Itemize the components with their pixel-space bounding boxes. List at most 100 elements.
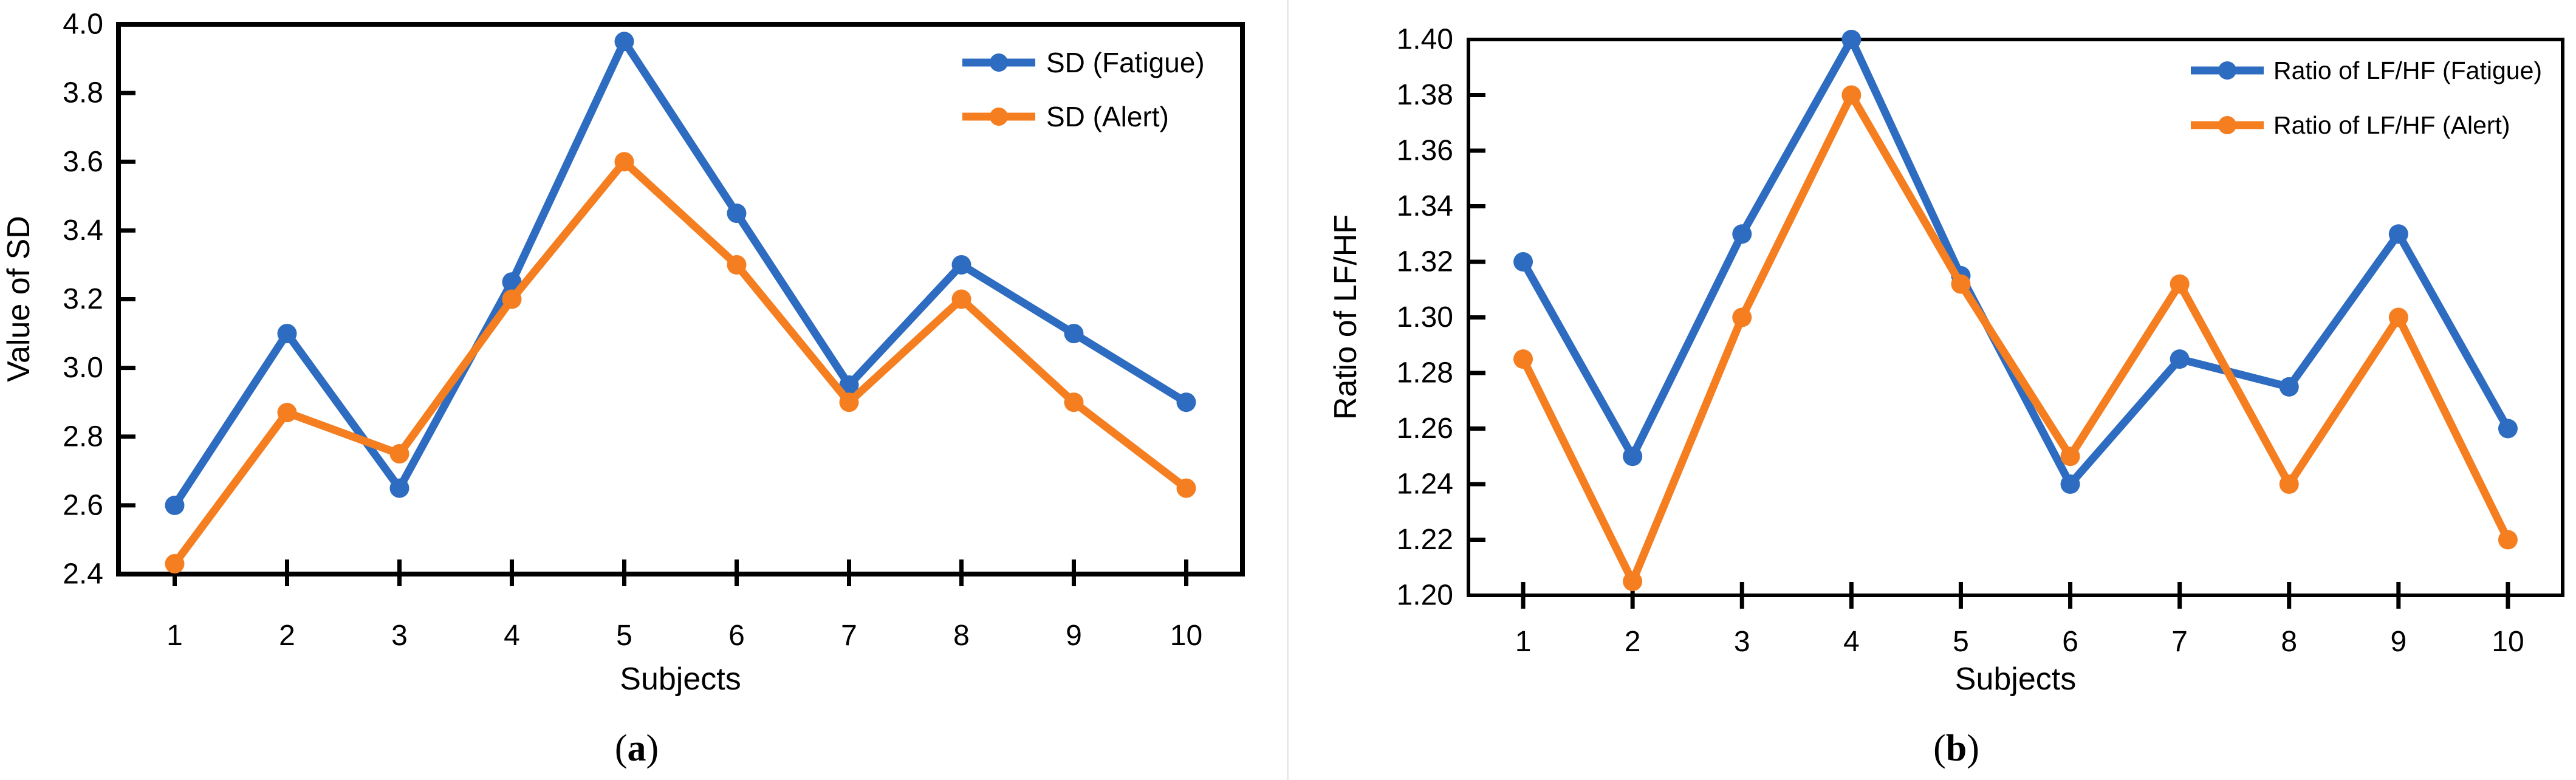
y-tick-label: 1.36 — [1397, 135, 1453, 167]
x-tick-label: 7 — [2171, 626, 2188, 658]
data-point-marker-fatigue — [1841, 30, 1862, 49]
legend-marker-sample — [2218, 61, 2236, 80]
x-tick-label: 2 — [1625, 626, 1641, 658]
y-tick-label: 1.32 — [1397, 246, 1453, 278]
data-point-marker-alert — [951, 289, 971, 309]
panel-caption: (a) — [615, 728, 659, 769]
data-point-marker-fatigue — [1064, 324, 1084, 344]
data-point-marker-alert — [1513, 349, 1533, 369]
y-tick-label: 3.4 — [63, 214, 103, 247]
legend-marker-sample — [2218, 116, 2236, 134]
data-point-marker-fatigue — [2498, 419, 2518, 439]
data-point-marker-alert — [502, 289, 522, 309]
x-tick-label: 4 — [1843, 626, 1860, 658]
data-point-marker-alert — [1623, 572, 1643, 592]
chart-panel-a: 2.4 2.6 2.8 3.0 3.2 3.4 3.6 3.8 4.0 1 2 3 4 5 6 7 8 9 10 SD… — [1, 9, 1245, 769]
y-tick-label: 2.4 — [63, 558, 103, 590]
x-tick-label: 7 — [841, 620, 857, 652]
data-point-marker-fatigue — [277, 324, 297, 344]
data-point-marker-fatigue — [2060, 474, 2080, 494]
y-tick-label: 3.0 — [63, 352, 103, 384]
data-point-marker-fatigue — [165, 495, 185, 515]
panel-caption: (b) — [1933, 728, 1979, 769]
x-tick-label: 8 — [2281, 626, 2297, 658]
x-tick-label: 5 — [1953, 626, 1969, 658]
x-tick-label: 3 — [1734, 626, 1750, 658]
chart-panel-b: 1.20 1.22 1.24 1.26 1.28 1.30 1.32 1.34 1.36 1.38… — [1288, 0, 2576, 780]
x-tick-label: 8 — [953, 620, 970, 652]
series-line-alert — [1519, 91, 2512, 586]
legend-label: SD (Alert) — [1046, 101, 1169, 132]
x-tick-label: 9 — [1066, 620, 1082, 652]
data-point-marker-alert — [2388, 307, 2408, 327]
data-point-marker-alert — [1951, 274, 1971, 294]
y-axis-title: Value of SD — [1, 216, 36, 382]
data-point-marker-fatigue — [502, 272, 522, 292]
legend-label: Ratio of LF/HF (Fatigue) — [2273, 56, 2542, 84]
data-point-marker-alert — [1841, 85, 1862, 105]
y-tick-label: 4.0 — [63, 9, 103, 41]
y-tick-label: 3.8 — [63, 77, 103, 109]
data-point-marker-alert — [277, 403, 297, 423]
data-point-marker-fatigue — [951, 255, 971, 275]
data-point-marker-fatigue — [389, 478, 409, 498]
data-point-marker-fatigue — [727, 204, 747, 224]
data-point-marker-alert — [2279, 474, 2299, 494]
data-point-marker-alert — [2170, 274, 2190, 294]
y-tick-label: 1.26 — [1397, 412, 1453, 445]
y-tick-label: 1.20 — [1397, 580, 1453, 612]
series-line-fatigue — [1519, 35, 2512, 488]
data-point-marker-alert — [2498, 530, 2518, 550]
x-tick-label: 1 — [1515, 626, 1532, 658]
data-point-marker-fatigue — [1176, 392, 1196, 412]
x-tick-label: 10 — [2492, 626, 2524, 658]
y-tick-label: 1.28 — [1397, 357, 1453, 389]
data-point-marker-alert — [165, 554, 185, 574]
series-line-fatigue — [171, 37, 1190, 510]
y-tick-label: 1.22 — [1397, 524, 1453, 556]
y-tick-label: 3.2 — [63, 283, 103, 315]
chart-a-svg: 2.4 2.6 2.8 3.0 3.2 3.4 3.6 3.8 4.0 1 2 3 4 5 6 7 8 9 10 SD… — [1, 9, 1245, 769]
data-point-marker-alert — [2060, 446, 2080, 467]
x-tick-label: 2 — [279, 620, 295, 652]
x-tick-label: 9 — [2390, 626, 2406, 658]
data-point-marker-alert — [839, 392, 859, 412]
data-point-marker-fatigue — [1623, 446, 1643, 467]
x-tick-label: 6 — [2062, 626, 2078, 658]
y-tick-label: 1.24 — [1397, 468, 1453, 501]
x-tick-label: 10 — [1170, 620, 1202, 652]
y-axis-title: Ratio of LF/HF — [1328, 214, 1363, 420]
x-axis-title: Subjects — [1955, 662, 2076, 697]
data-point-marker-fatigue — [1732, 224, 1752, 244]
y-tick-label: 1.34 — [1397, 190, 1453, 222]
x-tick-label: 3 — [391, 620, 408, 652]
x-tick-label: 1 — [166, 620, 183, 652]
x-tick-label: 6 — [728, 620, 745, 652]
legend-marker-sample — [990, 108, 1008, 126]
legend-label: SD (Fatigue) — [1046, 47, 1205, 78]
y-tick-label: 2.6 — [63, 489, 103, 521]
y-tick-label: 3.6 — [63, 146, 103, 178]
y-tick-label: 1.38 — [1397, 79, 1453, 111]
data-point-marker-alert — [614, 152, 634, 172]
y-tick-label: 1.40 — [1397, 24, 1453, 56]
x-tick-label: 5 — [616, 620, 632, 652]
data-point-marker-alert — [389, 444, 409, 464]
legend-marker-sample — [990, 53, 1008, 72]
chart-b-svg: 1.20 1.22 1.24 1.26 1.28 1.30 1.32 1.34 1.36 1.38… — [1328, 24, 2564, 769]
y-tick-label: 1.30 — [1397, 301, 1453, 334]
data-point-marker-fatigue — [2388, 224, 2408, 244]
series-line-alert — [171, 157, 1190, 568]
y-tick-label: 2.8 — [63, 420, 103, 453]
data-point-marker-fatigue — [839, 375, 859, 395]
data-point-marker-fatigue — [2279, 377, 2299, 397]
panel-divider-line — [1287, 0, 1289, 780]
data-point-marker-alert — [1064, 392, 1084, 412]
data-point-marker-alert — [1176, 478, 1196, 498]
x-axis-title: Subjects — [620, 662, 741, 697]
x-tick-label: 4 — [504, 620, 520, 652]
data-point-marker-fatigue — [614, 32, 634, 52]
legend-label: Ratio of LF/HF (Alert) — [2273, 111, 2510, 139]
data-point-marker-alert — [1732, 307, 1752, 327]
